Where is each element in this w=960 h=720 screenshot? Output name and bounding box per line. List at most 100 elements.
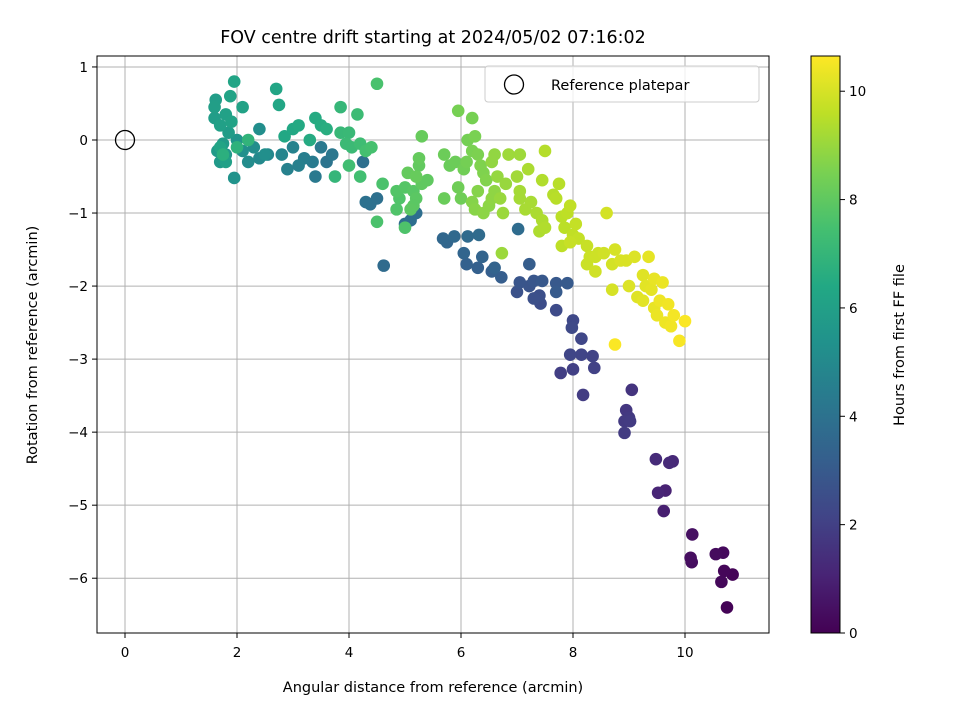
x-tick-label: 0 [121, 645, 130, 661]
data-point [554, 366, 567, 380]
reference-marker [114, 129, 136, 151]
data-point [523, 257, 536, 271]
data-point [580, 257, 594, 271]
data-point [563, 348, 577, 362]
data-point [472, 228, 486, 242]
data-point [292, 159, 305, 172]
data-point [460, 257, 473, 271]
data-point [513, 148, 527, 161]
x-tick-label: 10 [676, 645, 693, 661]
data-point [451, 104, 465, 118]
data-point [524, 195, 538, 209]
data-point [236, 100, 249, 114]
legend-label: Reference platepar [551, 78, 689, 94]
data-point [656, 276, 669, 289]
data-point [342, 126, 356, 139]
data-point [605, 283, 619, 297]
data-point [636, 268, 650, 282]
data-point [457, 246, 471, 260]
data-point [356, 155, 370, 169]
data-point [241, 133, 255, 147]
data-point [717, 564, 731, 578]
y-tick-label: −6 [68, 571, 88, 587]
data-point [535, 274, 549, 288]
data-point [495, 246, 509, 260]
plot-frame [96, 55, 770, 634]
data-point [650, 308, 664, 322]
data-point [538, 221, 552, 234]
data-point [720, 601, 734, 614]
data-point [359, 195, 373, 209]
data-point [370, 192, 384, 205]
data-point [390, 203, 403, 216]
data-point [437, 192, 451, 205]
data-point [549, 276, 563, 290]
data-point [511, 222, 525, 236]
data-point [502, 148, 515, 161]
data-point [538, 144, 552, 158]
data-point [241, 155, 255, 169]
data-point [454, 192, 468, 205]
data-point [608, 243, 622, 256]
legend-box [484, 65, 760, 103]
y-tick-label: −4 [68, 425, 88, 441]
data-point [460, 155, 473, 169]
data-point [623, 414, 637, 428]
data-point [569, 217, 583, 231]
x-tick-label: 4 [345, 645, 354, 661]
data-point [475, 250, 489, 264]
grid-lines [97, 56, 769, 633]
colorbar-tick-label: 6 [849, 301, 858, 317]
data-point [353, 170, 367, 183]
data-point [496, 206, 510, 220]
data-point [495, 271, 508, 284]
data-point [645, 283, 658, 297]
data-point [320, 122, 333, 136]
data-point [499, 177, 513, 191]
data-point [275, 148, 289, 161]
chart-title: FOV centre drift starting at 2024/05/02 … [220, 28, 646, 48]
data-point [535, 173, 549, 187]
data-point [404, 203, 417, 216]
data-point [600, 206, 613, 220]
plot-area [96, 55, 770, 634]
data-point [468, 130, 482, 143]
colorbar: 0 2 4 6 8 10 Hours from first FF file [810, 55, 908, 642]
x-tick-label: 6 [457, 645, 466, 661]
data-point [589, 265, 602, 278]
y-axis-label: Rotation from reference (arcmin) [25, 226, 41, 465]
data-point [230, 140, 244, 154]
data-point [216, 148, 230, 161]
data-point [597, 246, 611, 260]
data-points [208, 75, 739, 614]
data-point [684, 551, 697, 565]
data-point [661, 298, 675, 311]
data-point [281, 162, 294, 176]
data-point [351, 108, 364, 121]
data-point [269, 82, 283, 96]
data-point [227, 75, 241, 88]
data-point [651, 486, 665, 500]
data-point [510, 170, 524, 183]
data-point [491, 170, 504, 183]
data-point [513, 192, 527, 205]
x-tick-label: 2 [233, 645, 242, 661]
data-point [412, 151, 426, 165]
colorbar-label: Hours from first FF file [892, 264, 908, 426]
legend: Reference platepar [484, 65, 760, 103]
data-point [334, 100, 347, 114]
data-point [325, 148, 339, 161]
data-point [493, 192, 507, 205]
colorbar-ticks: 0 2 4 6 8 10 [840, 84, 866, 642]
data-point [649, 452, 663, 466]
data-point [549, 192, 563, 205]
data-point [576, 388, 590, 402]
data-point [370, 215, 384, 229]
data-point [488, 148, 501, 161]
data-point [223, 89, 237, 103]
data-point [447, 230, 461, 243]
data-point [618, 426, 631, 440]
data-point [685, 528, 699, 541]
data-point [575, 348, 588, 362]
data-point [258, 148, 272, 161]
